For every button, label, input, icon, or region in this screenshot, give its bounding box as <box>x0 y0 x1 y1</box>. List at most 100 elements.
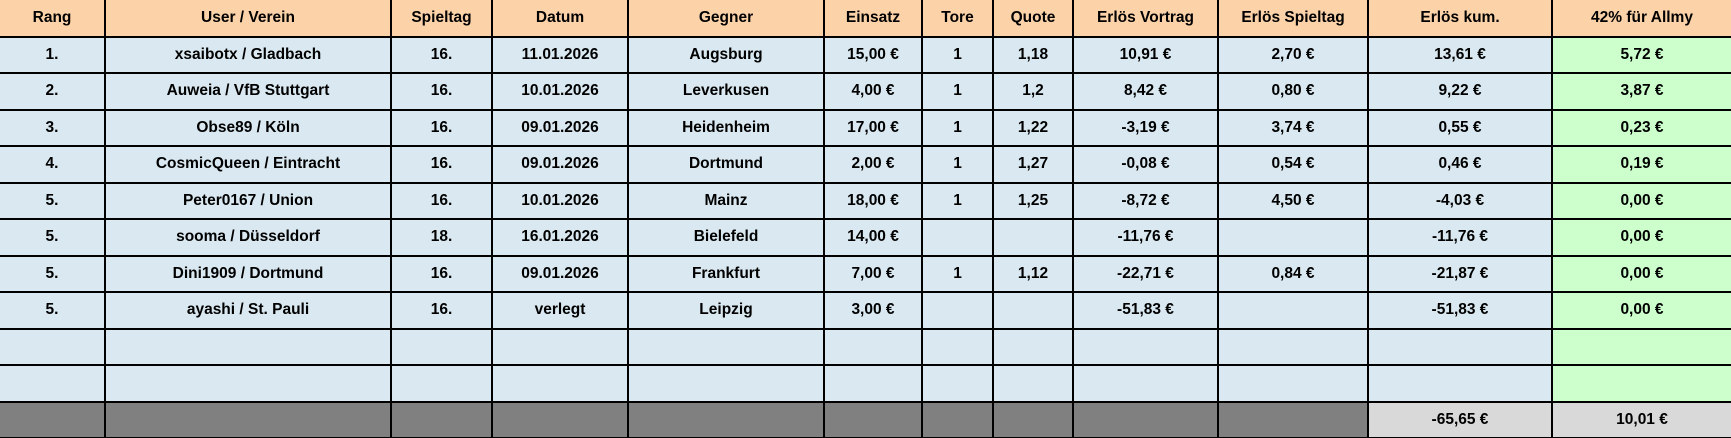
total-cell[interactable]: 10,01 € <box>1551 400 1731 438</box>
data-cell[interactable]: 5. <box>0 254 106 293</box>
data-cell[interactable]: Peter0167 / Union <box>104 181 392 220</box>
data-cell[interactable]: 1,22 <box>992 108 1074 147</box>
total-cell[interactable] <box>992 400 1074 438</box>
data-cell[interactable]: -21,87 € <box>1367 254 1553 293</box>
empty-cell[interactable] <box>627 327 825 366</box>
data-cell[interactable]: Obse89 / Köln <box>104 108 392 147</box>
empty-cell[interactable] <box>921 364 994 403</box>
data-cell[interactable]: 5,72 € <box>1551 35 1731 74</box>
data-cell[interactable]: 4. <box>0 145 106 184</box>
data-cell[interactable]: 13,61 € <box>1367 35 1553 74</box>
empty-cell[interactable] <box>390 327 493 366</box>
total-cell[interactable] <box>104 400 392 438</box>
data-cell[interactable]: -51,83 € <box>1072 291 1219 330</box>
data-cell[interactable]: 1 <box>921 145 994 184</box>
data-cell[interactable]: Dini1909 / Dortmund <box>104 254 392 293</box>
data-cell[interactable]: 2,70 € <box>1217 35 1369 74</box>
data-cell[interactable]: 09.01.2026 <box>491 145 629 184</box>
empty-cell[interactable] <box>627 364 825 403</box>
data-cell[interactable]: 1 <box>921 181 994 220</box>
total-cell[interactable] <box>823 400 923 438</box>
data-cell[interactable]: 16. <box>390 181 493 220</box>
data-cell[interactable]: 2,00 € <box>823 145 923 184</box>
data-cell[interactable] <box>1217 291 1369 330</box>
data-cell[interactable]: -51,83 € <box>1367 291 1553 330</box>
data-cell[interactable]: 16. <box>390 254 493 293</box>
data-cell[interactable]: 16. <box>390 145 493 184</box>
data-cell[interactable]: 7,00 € <box>823 254 923 293</box>
data-cell[interactable]: 0,23 € <box>1551 108 1731 147</box>
data-cell[interactable]: verlegt <box>491 291 629 330</box>
data-cell[interactable]: 0,80 € <box>1217 72 1369 111</box>
data-cell[interactable]: 0,84 € <box>1217 254 1369 293</box>
total-cell[interactable] <box>491 400 629 438</box>
data-cell[interactable] <box>992 291 1074 330</box>
header-cell[interactable]: Quote <box>992 0 1074 38</box>
data-cell[interactable]: 18. <box>390 218 493 257</box>
empty-cell[interactable] <box>104 364 392 403</box>
data-cell[interactable]: Augsburg <box>627 35 825 74</box>
header-cell[interactable]: Spieltag <box>390 0 493 38</box>
data-cell[interactable]: Bielefeld <box>627 218 825 257</box>
total-cell[interactable] <box>1072 400 1219 438</box>
header-cell[interactable]: 42% für Allmy <box>1551 0 1731 38</box>
data-cell[interactable]: 1,27 <box>992 145 1074 184</box>
header-cell[interactable]: Erlös Spieltag <box>1217 0 1369 38</box>
header-cell[interactable]: User / Verein <box>104 0 392 38</box>
data-cell[interactable]: 0,00 € <box>1551 181 1731 220</box>
data-cell[interactable] <box>1217 218 1369 257</box>
data-cell[interactable]: -11,76 € <box>1072 218 1219 257</box>
empty-cell[interactable] <box>992 364 1074 403</box>
data-cell[interactable]: 16. <box>390 72 493 111</box>
data-cell[interactable]: 16.01.2026 <box>491 218 629 257</box>
data-cell[interactable]: 5. <box>0 181 106 220</box>
empty-cell[interactable] <box>992 327 1074 366</box>
data-cell[interactable]: 3. <box>0 108 106 147</box>
empty-cell[interactable] <box>921 327 994 366</box>
data-cell[interactable]: Mainz <box>627 181 825 220</box>
empty-cell[interactable] <box>1217 327 1369 366</box>
total-cell[interactable] <box>0 400 106 438</box>
data-cell[interactable]: xsaibotx / Gladbach <box>104 35 392 74</box>
data-cell[interactable]: 10,91 € <box>1072 35 1219 74</box>
data-cell[interactable]: 09.01.2026 <box>491 108 629 147</box>
header-cell[interactable]: Einsatz <box>823 0 923 38</box>
data-cell[interactable]: 1 <box>921 254 994 293</box>
data-cell[interactable]: sooma / Düsseldorf <box>104 218 392 257</box>
data-cell[interactable]: 3,00 € <box>823 291 923 330</box>
total-cell[interactable]: -65,65 € <box>1367 400 1553 438</box>
data-cell[interactable]: 16. <box>390 35 493 74</box>
data-cell[interactable]: Frankfurt <box>627 254 825 293</box>
data-cell[interactable]: 09.01.2026 <box>491 254 629 293</box>
total-cell[interactable] <box>390 400 493 438</box>
empty-cell[interactable] <box>0 364 106 403</box>
empty-cell[interactable] <box>390 364 493 403</box>
data-cell[interactable]: 1,2 <box>992 72 1074 111</box>
data-cell[interactable]: 0,00 € <box>1551 254 1731 293</box>
data-cell[interactable]: 8,42 € <box>1072 72 1219 111</box>
empty-cell[interactable] <box>1551 364 1731 403</box>
data-cell[interactable]: 1 <box>921 108 994 147</box>
data-cell[interactable]: Leverkusen <box>627 72 825 111</box>
data-cell[interactable]: 0,00 € <box>1551 218 1731 257</box>
data-cell[interactable]: 0,19 € <box>1551 145 1731 184</box>
data-cell[interactable]: 0,00 € <box>1551 291 1731 330</box>
empty-cell[interactable] <box>823 364 923 403</box>
header-cell[interactable]: Erlös Vortrag <box>1072 0 1219 38</box>
empty-cell[interactable] <box>1072 364 1219 403</box>
data-cell[interactable] <box>992 218 1074 257</box>
data-cell[interactable]: -4,03 € <box>1367 181 1553 220</box>
empty-cell[interactable] <box>1072 327 1219 366</box>
data-cell[interactable] <box>921 291 994 330</box>
data-cell[interactable]: 11.01.2026 <box>491 35 629 74</box>
data-cell[interactable]: 14,00 € <box>823 218 923 257</box>
total-cell[interactable] <box>1217 400 1369 438</box>
data-cell[interactable]: 1. <box>0 35 106 74</box>
data-cell[interactable]: -11,76 € <box>1367 218 1553 257</box>
total-cell[interactable] <box>921 400 994 438</box>
data-cell[interactable]: -3,19 € <box>1072 108 1219 147</box>
data-cell[interactable]: 5. <box>0 291 106 330</box>
empty-cell[interactable] <box>823 327 923 366</box>
data-cell[interactable]: -0,08 € <box>1072 145 1219 184</box>
header-cell[interactable]: Datum <box>491 0 629 38</box>
